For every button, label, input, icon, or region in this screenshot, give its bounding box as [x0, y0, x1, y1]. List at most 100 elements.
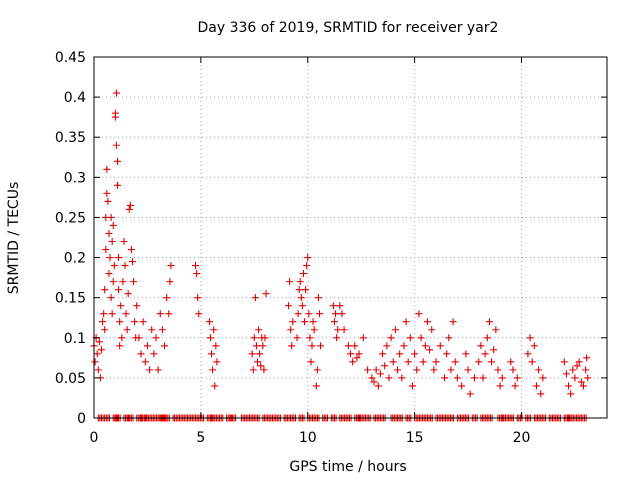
- data-point: [573, 362, 581, 370]
- data-point: [364, 366, 372, 374]
- data-point: [309, 318, 317, 326]
- data-point: [423, 318, 431, 326]
- data-point: [97, 346, 105, 354]
- data-point: [374, 382, 382, 390]
- data-point: [93, 350, 101, 358]
- data-point: [575, 358, 583, 366]
- data-point: [257, 362, 265, 370]
- data-point: [108, 238, 116, 246]
- data-point: [256, 350, 264, 358]
- data-point: [526, 334, 534, 342]
- data-point: [294, 310, 302, 318]
- data-point: [285, 302, 293, 310]
- data-point: [297, 294, 305, 302]
- data-point: [344, 342, 352, 350]
- y-tick-label: 0.15: [55, 291, 86, 307]
- data-point: [415, 310, 423, 318]
- data-point: [306, 334, 314, 342]
- data-point: [464, 366, 472, 374]
- data-point: [443, 350, 451, 358]
- data-point: [194, 294, 202, 302]
- data-point: [288, 342, 296, 350]
- data-point: [436, 342, 444, 350]
- data-point: [119, 278, 127, 286]
- data-point: [212, 342, 220, 350]
- data-point: [582, 366, 590, 374]
- data-point: [248, 350, 256, 358]
- data-point: [314, 294, 322, 302]
- data-point: [567, 390, 575, 398]
- data-point: [404, 358, 412, 366]
- data-point: [305, 310, 313, 318]
- data-point: [135, 334, 143, 342]
- data-point: [146, 366, 154, 374]
- data-point: [413, 366, 421, 374]
- data-point: [206, 334, 214, 342]
- data-point: [131, 318, 139, 326]
- data-point: [139, 318, 147, 326]
- data-point: [101, 326, 109, 334]
- y-axis-label: SRMTID / TECUs: [6, 182, 22, 295]
- data-point: [479, 374, 487, 382]
- data-point: [498, 374, 506, 382]
- data-point: [161, 342, 169, 350]
- data-point: [100, 310, 108, 318]
- data-point: [287, 326, 295, 334]
- x-tick-label: 15: [406, 430, 424, 446]
- data-point: [513, 374, 521, 382]
- data-point: [109, 278, 117, 286]
- data-point: [128, 258, 136, 266]
- data-point: [303, 262, 311, 270]
- data-point: [560, 358, 568, 366]
- data-point: [205, 318, 213, 326]
- data-point: [313, 366, 321, 374]
- data-point: [150, 350, 158, 358]
- data-point: [535, 366, 543, 374]
- data-point: [372, 366, 380, 374]
- data-point: [462, 350, 470, 358]
- y-tick-label: 0.4: [64, 90, 86, 106]
- y-tick-label: 0.25: [55, 210, 86, 226]
- data-point: [193, 270, 201, 278]
- data-point: [449, 318, 457, 326]
- data-point: [107, 294, 115, 302]
- data-point: [102, 246, 110, 254]
- data-point: [565, 382, 573, 390]
- data-point: [209, 366, 217, 374]
- data-point: [105, 229, 113, 237]
- data-point: [109, 221, 117, 229]
- data-point: [103, 189, 111, 197]
- data-point: [154, 366, 162, 374]
- data-point: [496, 382, 504, 390]
- data-point: [387, 334, 395, 342]
- data-point: [330, 318, 338, 326]
- data-point: [308, 342, 316, 350]
- data-point: [385, 374, 393, 382]
- data-point: [261, 334, 269, 342]
- data-point: [408, 382, 416, 390]
- data-point: [249, 366, 257, 374]
- data-point: [317, 342, 325, 350]
- data-point: [110, 262, 118, 270]
- data-point: [562, 370, 570, 378]
- data-point: [122, 310, 130, 318]
- data-point: [112, 89, 120, 97]
- data-point: [118, 334, 126, 342]
- y-tick-label: 0.05: [55, 371, 86, 387]
- data-point: [163, 294, 171, 302]
- data-point: [394, 366, 402, 374]
- data-point: [262, 290, 270, 298]
- data-point: [156, 310, 164, 318]
- data-point: [509, 366, 517, 374]
- data-point: [210, 326, 218, 334]
- data-point: [485, 318, 493, 326]
- data-point: [530, 342, 538, 350]
- data-point: [584, 374, 592, 382]
- data-point: [192, 262, 200, 270]
- data-point: [353, 354, 361, 362]
- data-point: [101, 286, 109, 294]
- x-tick-label: 0: [90, 430, 99, 446]
- data-point: [583, 354, 591, 362]
- data-point: [310, 326, 318, 334]
